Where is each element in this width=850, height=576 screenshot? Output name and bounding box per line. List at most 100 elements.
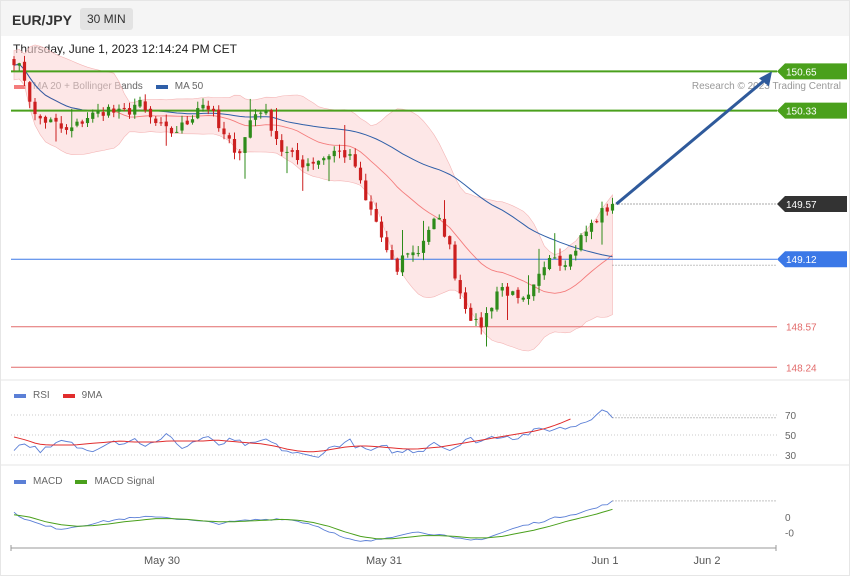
candle-body bbox=[117, 108, 121, 112]
candle-body bbox=[395, 258, 399, 272]
candle-body bbox=[453, 244, 457, 279]
candle-body bbox=[421, 240, 426, 253]
timeframe-badge[interactable]: 30 MIN bbox=[80, 8, 133, 30]
candle-body bbox=[43, 116, 48, 123]
candle-body bbox=[301, 159, 305, 168]
candle-body bbox=[595, 221, 599, 223]
candle-body bbox=[211, 108, 216, 111]
candle-body bbox=[327, 156, 331, 160]
candle-body bbox=[353, 154, 357, 167]
candle-body bbox=[38, 115, 42, 119]
candle-body bbox=[148, 108, 153, 118]
candle-body bbox=[127, 108, 132, 115]
macd-legend-label: MACD bbox=[33, 476, 63, 487]
candle-body bbox=[474, 318, 478, 320]
macd-tick-label: -0 bbox=[785, 529, 794, 540]
candle-body bbox=[521, 297, 525, 300]
candle-body bbox=[589, 222, 594, 232]
rsi-tick-label: 30 bbox=[785, 451, 797, 462]
rsi-line bbox=[13, 409, 613, 458]
candle-body bbox=[385, 237, 389, 251]
candle-body bbox=[85, 118, 90, 124]
resistance-tag bbox=[777, 102, 847, 119]
projection-arrow-shaft bbox=[615, 76, 769, 206]
research-credit: Research © 2023 Trading Central bbox=[691, 81, 841, 92]
candle-body bbox=[17, 63, 21, 66]
chart-header: EUR/JPY 30 MIN bbox=[1, 1, 849, 36]
candle-body bbox=[542, 267, 546, 276]
projection-arrow-head bbox=[759, 71, 772, 87]
candle-body bbox=[243, 137, 247, 153]
macd-legend: MACD MACD Signal bbox=[14, 476, 154, 487]
candle-body bbox=[400, 255, 405, 273]
candle-body bbox=[75, 121, 79, 126]
candle-body bbox=[96, 111, 100, 114]
macd-signal-legend-label: MACD Signal bbox=[94, 476, 155, 487]
candle-body bbox=[33, 101, 37, 115]
resistance-label: 150.65 bbox=[786, 67, 817, 78]
pivot-label: 149.12 bbox=[786, 255, 817, 266]
rsi-tick-label: 50 bbox=[785, 431, 797, 442]
candle-body bbox=[112, 108, 116, 113]
symbol-title: EUR/JPY bbox=[12, 12, 72, 28]
candle-body bbox=[122, 107, 126, 109]
candle-body bbox=[343, 150, 347, 158]
candle-body bbox=[28, 82, 32, 102]
candle-body bbox=[49, 119, 53, 123]
candle-body bbox=[463, 292, 468, 310]
candle-body bbox=[91, 112, 95, 119]
candle-body bbox=[584, 231, 588, 237]
candle-body bbox=[274, 131, 279, 140]
candle-body bbox=[427, 229, 431, 242]
candle-body bbox=[516, 289, 520, 298]
rsi-ma-legend-label: 9MA bbox=[81, 390, 103, 401]
candle-body bbox=[316, 160, 321, 165]
candle-body bbox=[469, 307, 473, 321]
candle-body bbox=[600, 208, 604, 223]
candle-body bbox=[526, 294, 531, 300]
candle-body bbox=[206, 105, 210, 110]
candle-body bbox=[437, 217, 441, 220]
candle-body bbox=[568, 254, 573, 267]
macd-line bbox=[13, 500, 613, 542]
candle-body bbox=[253, 114, 258, 120]
candle-body bbox=[70, 127, 74, 132]
candle-body bbox=[232, 138, 237, 153]
candle-body bbox=[138, 99, 142, 107]
candle-body bbox=[532, 284, 536, 297]
candle-body bbox=[364, 180, 368, 201]
candle-body bbox=[190, 119, 195, 123]
candle-body bbox=[259, 112, 263, 114]
candle-body bbox=[416, 253, 420, 255]
bollinger-legend-swatch bbox=[14, 84, 26, 89]
candle-body bbox=[553, 257, 557, 259]
macd-signal-legend-swatch bbox=[75, 479, 88, 484]
candle-body bbox=[547, 257, 552, 270]
macd-tick-label: 0 bbox=[785, 513, 791, 524]
candle-body bbox=[610, 203, 615, 211]
candle-body bbox=[154, 118, 158, 124]
time-axis-label: May 31 bbox=[366, 555, 402, 567]
candle-body bbox=[295, 150, 300, 161]
current-price-label: 149.57 bbox=[786, 200, 817, 211]
candle-body bbox=[322, 158, 326, 161]
candle-body bbox=[196, 108, 200, 119]
rsi-ma-line bbox=[13, 418, 571, 453]
candle-body bbox=[537, 273, 541, 286]
candle-body bbox=[101, 112, 105, 116]
rsi-legend-label: RSI bbox=[33, 390, 50, 401]
time-axis-label: Jun 1 bbox=[592, 555, 619, 567]
support-label: 148.24 bbox=[786, 363, 817, 374]
candle-body bbox=[390, 250, 394, 260]
candle-body bbox=[80, 121, 84, 124]
pivot-tag bbox=[777, 251, 847, 268]
candle-body bbox=[201, 104, 205, 109]
candle-body bbox=[563, 265, 567, 267]
candle-body bbox=[332, 150, 336, 157]
candle-body bbox=[605, 207, 609, 212]
candle-body bbox=[169, 127, 174, 134]
candle-body bbox=[164, 121, 168, 127]
candle-body bbox=[558, 255, 562, 266]
candle-body bbox=[280, 140, 284, 152]
